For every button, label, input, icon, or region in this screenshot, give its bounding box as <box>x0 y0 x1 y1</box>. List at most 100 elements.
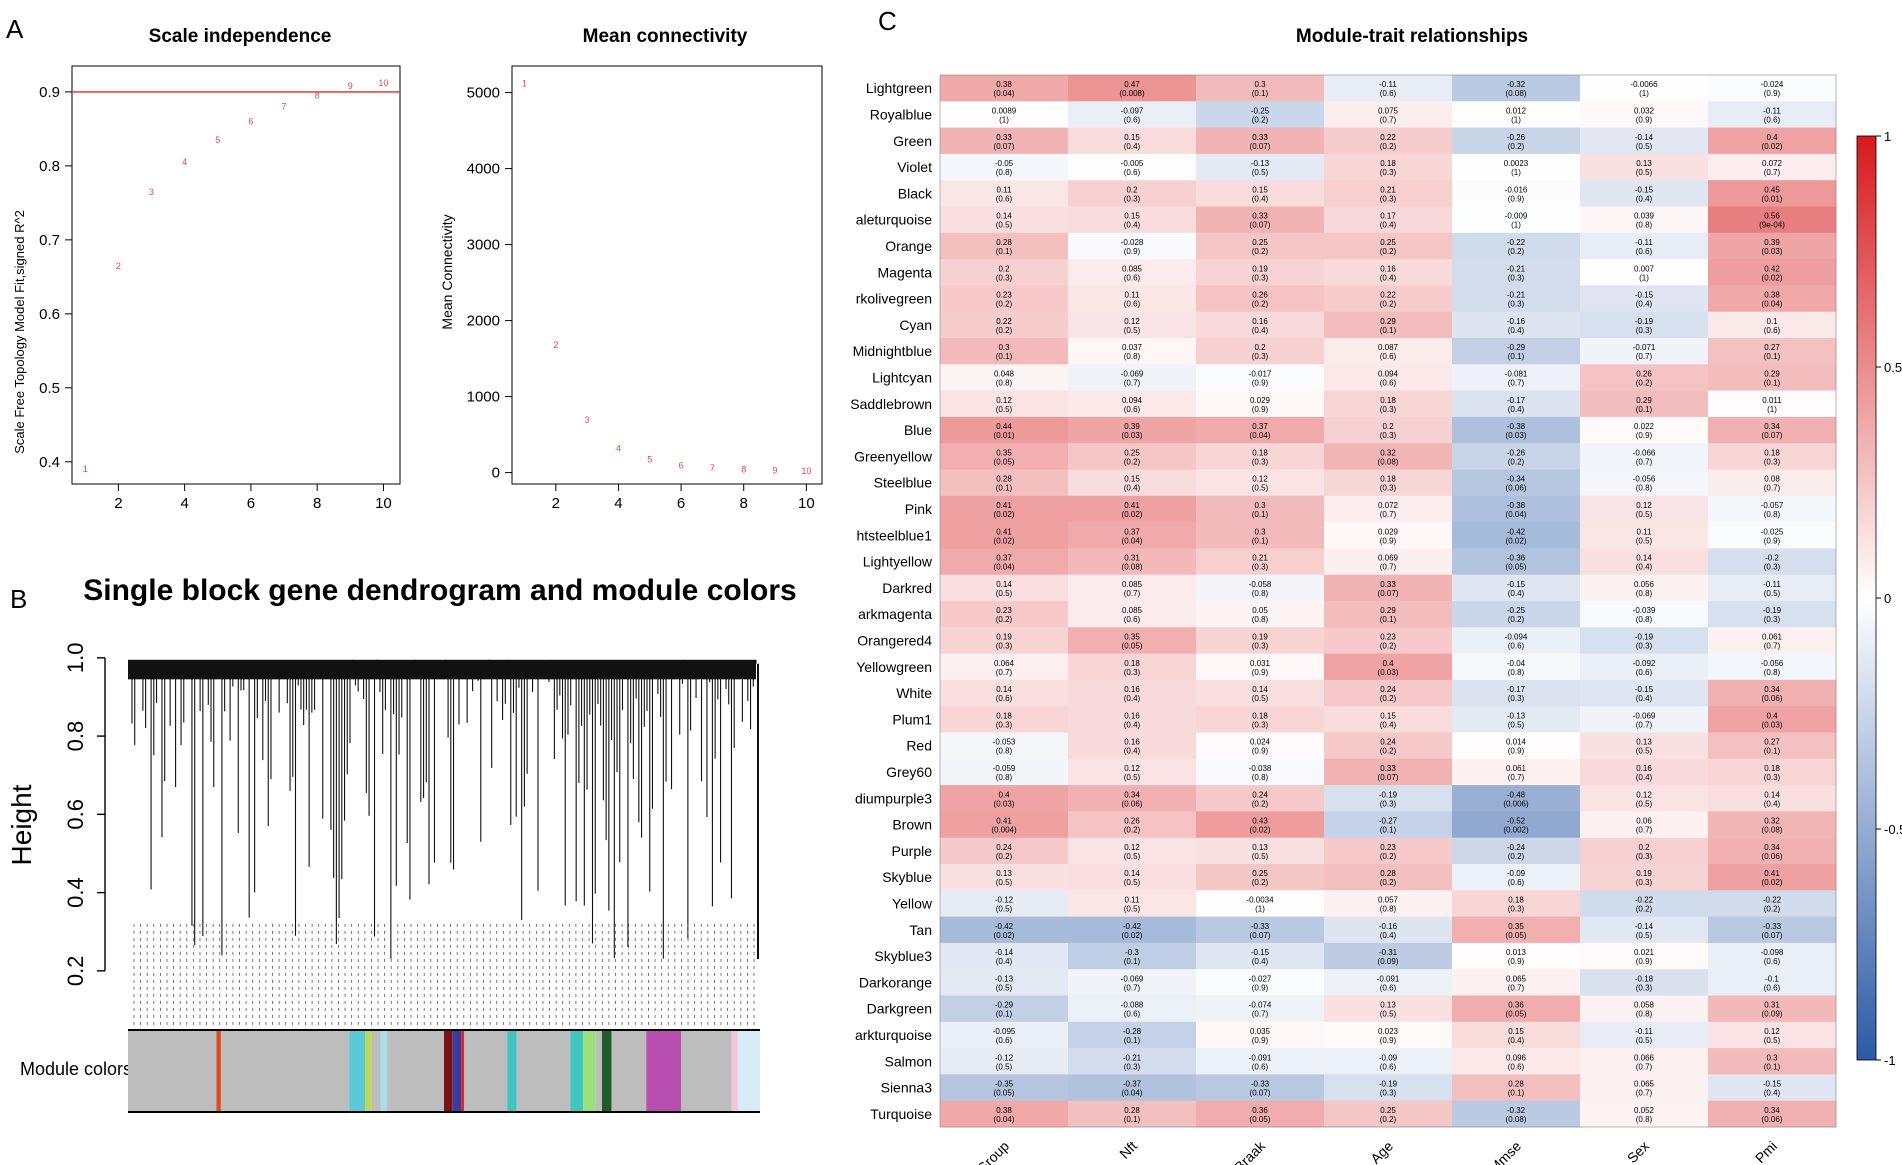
heatmap-cell <box>1580 127 1709 155</box>
heatmap-cell-value: 0.19 <box>1636 869 1652 878</box>
module-color-band <box>380 1031 388 1111</box>
heatmap-cell <box>1580 679 1709 707</box>
heatmap-cell <box>1324 653 1453 681</box>
module-color-band <box>387 1031 444 1111</box>
heatmap-cell-value: 0.023 <box>1378 1027 1399 1036</box>
heatmap-cell-value: 0.061 <box>1762 632 1783 641</box>
heatmap-cell-pvalue: (0.6) <box>996 194 1013 203</box>
heatmap-cell <box>1580 443 1709 470</box>
heatmap-cell <box>1196 180 1325 207</box>
heatmap-cell-pvalue: (0.6) <box>1124 615 1141 624</box>
heatmap-cell-pvalue: (0.5) <box>1636 799 1653 808</box>
heatmap-cell-value: 0.14 <box>996 212 1012 221</box>
heatmap-cell <box>1196 390 1325 418</box>
heatmap-cell <box>1708 969 1837 996</box>
heatmap-cell-value: -0.11 <box>1379 80 1397 89</box>
heatmap-cell-value: 0.13 <box>1252 843 1268 852</box>
heatmap-cell-pvalue: (0.3) <box>1252 720 1269 729</box>
heatmap-cell-pvalue: (1) <box>1511 168 1521 177</box>
heatmap-cell-value: 0.41 <box>1124 501 1140 510</box>
heatmap-cell-value: 0.094 <box>1378 369 1399 378</box>
heatmap-cell-value: 0.19 <box>996 632 1012 641</box>
heatmap-cell <box>940 364 1069 391</box>
heatmap-cell-pvalue: (0.05) <box>1122 641 1143 650</box>
heatmap-cell-pvalue: (0.7) <box>1124 983 1141 992</box>
heatmap-cell-pvalue: (0.8) <box>996 378 1013 387</box>
heatmap-row-label: Darkred <box>882 580 932 596</box>
heatmap-cell-pvalue: (0.04) <box>1122 536 1143 545</box>
heatmap-row-label: Steelblue <box>874 475 933 491</box>
scale-independence-ytick-label: 0.5 <box>39 380 60 397</box>
dendrogram-panel: Single block gene dendrogram and module … <box>6 574 797 1113</box>
heatmap-cell-value: 0.039 <box>1634 212 1655 221</box>
heatmap-cell-value: 0.18 <box>996 711 1012 720</box>
dendrogram-title: Single block gene dendrogram and module … <box>83 574 796 607</box>
heatmap-row-label: White <box>896 685 932 701</box>
heatmap-cell-value: -0.13 <box>1251 159 1270 168</box>
heatmap-cell-pvalue: (0.5) <box>1380 1010 1397 1019</box>
heatmap-cell <box>1580 390 1709 418</box>
heatmap-cell <box>1708 469 1837 497</box>
colorbar-tick-label: 1 <box>1884 129 1891 144</box>
heatmap-cell-pvalue: (0.03) <box>1122 431 1143 440</box>
heatmap-cell-value: -0.32 <box>1507 1106 1526 1115</box>
heatmap-cell <box>1708 153 1837 181</box>
heatmap-cell-value: -0.22 <box>1763 895 1782 904</box>
heatmap-cell <box>1580 995 1709 1023</box>
heatmap-cell-value: 0.13 <box>1636 159 1652 168</box>
heatmap-cell-value: -0.059 <box>993 764 1016 773</box>
heatmap-cell-pvalue: (0.7) <box>1380 115 1397 124</box>
heatmap-cell-pvalue: (0.4) <box>1764 799 1781 808</box>
heatmap-cell <box>1068 995 1197 1023</box>
heatmap-cell-pvalue: (0.5) <box>996 878 1013 887</box>
heatmap-cell <box>1324 338 1453 365</box>
heatmap-cell-value: -0.34 <box>1507 475 1526 484</box>
heatmap-cell-value: 0.11 <box>997 185 1013 194</box>
heatmap-cell-value: 0.22 <box>1380 133 1396 142</box>
heatmap-cell-value: 0.4 <box>1766 133 1778 142</box>
heatmap-row-label: Magenta <box>878 264 933 280</box>
heatmap-cell-pvalue: (0.03) <box>1506 431 1527 440</box>
heatmap-cell-value: 0.066 <box>1634 1053 1655 1062</box>
heatmap-cell-value: -0.38 <box>1507 422 1526 431</box>
heatmap-cell <box>1068 1100 1197 1128</box>
heatmap-cell-pvalue: (0.4) <box>1252 194 1269 203</box>
heatmap-cell-pvalue: (0.06) <box>1762 694 1783 703</box>
heatmap-cell <box>940 758 1069 786</box>
heatmap-cell <box>940 127 1069 155</box>
heatmap-cell-value: 0.29 <box>1380 317 1396 326</box>
heatmap-cell-pvalue: (0.03) <box>1762 720 1783 729</box>
heatmap-cell-value: 0.45 <box>1764 185 1780 194</box>
module-color-band <box>452 1031 462 1111</box>
heatmap-cell-value: 0.26 <box>1252 291 1268 300</box>
heatmap-cell-pvalue: (0.1) <box>1124 1115 1141 1124</box>
heatmap-cell-value: 0.31 <box>1764 1001 1780 1010</box>
heatmap-cell <box>1580 548 1709 576</box>
heatmap-cell-value: -0.13 <box>1507 711 1526 720</box>
heatmap-cell-pvalue: (0.7) <box>1764 484 1781 493</box>
heatmap-cell-value: 0.33 <box>1380 764 1396 773</box>
heatmap-cell-pvalue: (0.3) <box>1380 484 1397 493</box>
heatmap-cell <box>1324 416 1453 444</box>
heatmap-row-label: Brown <box>892 817 932 833</box>
heatmap-column-label: Braak <box>1231 1137 1269 1165</box>
heatmap-cell-pvalue: (0.3) <box>1508 300 1525 309</box>
heatmap-cell <box>940 706 1069 733</box>
heatmap-cell <box>1196 627 1325 654</box>
module-color-band <box>731 1031 738 1111</box>
heatmap-cell-value: -0.017 <box>1249 369 1272 378</box>
heatmap-cell <box>1708 627 1837 654</box>
heatmap-cell <box>1708 390 1837 418</box>
heatmap-cell <box>940 890 1069 917</box>
heatmap-cell <box>1708 574 1837 602</box>
heatmap-cell-value: 0.094 <box>1122 396 1143 405</box>
heatmap-cell-pvalue: (1) <box>1511 115 1521 124</box>
heatmap-cell <box>1708 653 1837 681</box>
heatmap-cell-value: -0.009 <box>1505 212 1528 221</box>
heatmap-cell <box>1324 153 1453 181</box>
heatmap-cell-pvalue: (0.9) <box>1508 957 1525 966</box>
heatmap-cell-pvalue: (0.07) <box>1250 1089 1271 1098</box>
heatmap-cell <box>1324 574 1453 602</box>
heatmap-cell-pvalue: (0.1) <box>1764 378 1781 387</box>
panel-label-c: C <box>878 6 897 36</box>
